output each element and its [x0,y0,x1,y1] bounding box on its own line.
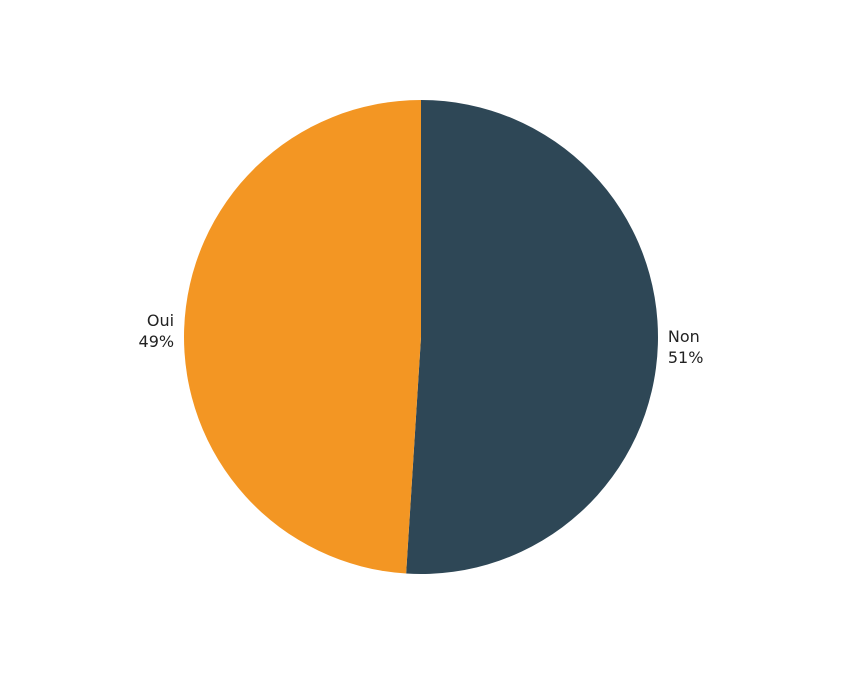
pie-slice-oui [184,100,421,574]
pie-slice-non [406,100,659,574]
slice-label-non: Non 51% [668,327,704,367]
slice-label-oui: Oui 49% [139,311,175,351]
